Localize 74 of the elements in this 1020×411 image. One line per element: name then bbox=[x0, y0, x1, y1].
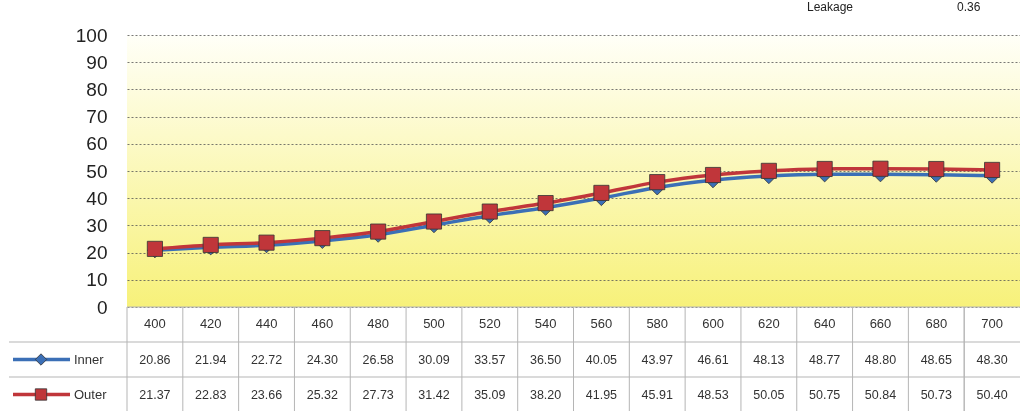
data-label: 45.91 bbox=[641, 387, 673, 402]
point bbox=[649, 174, 666, 191]
x-tick-label: 660 bbox=[869, 315, 892, 331]
data-label: 30.09 bbox=[418, 352, 450, 367]
y-tick-label: 70 bbox=[86, 106, 108, 128]
point bbox=[928, 161, 945, 177]
x-tick-label: 620 bbox=[757, 315, 780, 331]
x-tick-label: 540 bbox=[534, 315, 557, 331]
data-label: 22.83 bbox=[195, 387, 227, 402]
y-tick-label: 0 bbox=[96, 296, 108, 318]
y-tick-label: 30 bbox=[86, 214, 108, 236]
data-label: 27.73 bbox=[362, 387, 394, 402]
data-label: 22.72 bbox=[250, 352, 283, 367]
point bbox=[481, 203, 498, 220]
data-label: 46.61 bbox=[697, 352, 729, 367]
x-tick-label: 520 bbox=[478, 315, 501, 331]
x-tick-label: 460 bbox=[311, 315, 334, 331]
point bbox=[537, 195, 554, 212]
data-label: 48.80 bbox=[864, 352, 897, 367]
legend-label: Inner bbox=[74, 351, 105, 367]
data-label: 21.94 bbox=[195, 352, 227, 367]
x-tick-label: 420 bbox=[199, 315, 222, 331]
x-tick-label: 580 bbox=[646, 315, 669, 331]
data-label: 48.30 bbox=[976, 352, 1008, 367]
y-tick-label: 100 bbox=[75, 24, 108, 46]
y-tick-label: 90 bbox=[86, 51, 108, 73]
legend-label: Outer bbox=[74, 386, 108, 402]
data-label: 26.58 bbox=[362, 352, 394, 367]
data-label: 48.77 bbox=[809, 352, 841, 367]
data-label: 41.95 bbox=[585, 387, 618, 402]
data-label: 40.05 bbox=[585, 352, 618, 367]
y-tick-label: 10 bbox=[86, 269, 108, 291]
point bbox=[705, 167, 722, 183]
data-label: 50.84 bbox=[864, 387, 897, 402]
data-label: 43.97 bbox=[641, 352, 673, 367]
x-tick-label: 640 bbox=[813, 315, 836, 331]
data-label: 35.09 bbox=[474, 387, 506, 402]
data-label: 50.75 bbox=[809, 387, 841, 402]
data-label: 21.37 bbox=[139, 387, 171, 402]
point bbox=[872, 160, 889, 177]
x-tick-label: 560 bbox=[590, 315, 613, 331]
data-label: 48.65 bbox=[920, 352, 952, 367]
point bbox=[425, 213, 442, 230]
point bbox=[816, 160, 833, 177]
text: 0.36 bbox=[957, 0, 981, 14]
x-tick-label: 680 bbox=[925, 315, 948, 331]
data-label: 50.40 bbox=[976, 387, 1008, 402]
point bbox=[593, 184, 610, 201]
x-tick-label: 480 bbox=[367, 315, 390, 331]
y-tick-label: 60 bbox=[86, 133, 108, 155]
data-label: 25.32 bbox=[306, 387, 339, 402]
y-tick-label: 80 bbox=[86, 78, 108, 100]
data-label: 36.50 bbox=[529, 352, 562, 367]
data-label: 38.20 bbox=[529, 387, 562, 402]
data-label: 50.73 bbox=[920, 387, 952, 402]
y-tick-label: 50 bbox=[86, 160, 108, 182]
x-tick-label: 400 bbox=[144, 315, 166, 331]
text: Leakage bbox=[807, 0, 854, 14]
x-tick-label: 600 bbox=[702, 315, 724, 331]
x-tick-label: 440 bbox=[255, 315, 278, 331]
data-label: 24.30 bbox=[306, 352, 339, 367]
data-label: 33.57 bbox=[474, 352, 506, 367]
x-tick-label: 500 bbox=[423, 315, 445, 331]
point bbox=[984, 161, 1001, 178]
y-tick-label: 40 bbox=[86, 187, 108, 209]
data-label: 48.13 bbox=[753, 352, 785, 367]
y-tick-label: 20 bbox=[86, 242, 108, 264]
point bbox=[760, 162, 777, 179]
data-label: 23.66 bbox=[250, 387, 283, 402]
data-label: 20.86 bbox=[139, 352, 171, 367]
data-label: 48.53 bbox=[697, 387, 729, 402]
x-tick-label: 700 bbox=[981, 315, 1003, 331]
data-label: 31.42 bbox=[418, 387, 450, 402]
data-label: 50.05 bbox=[753, 387, 785, 402]
